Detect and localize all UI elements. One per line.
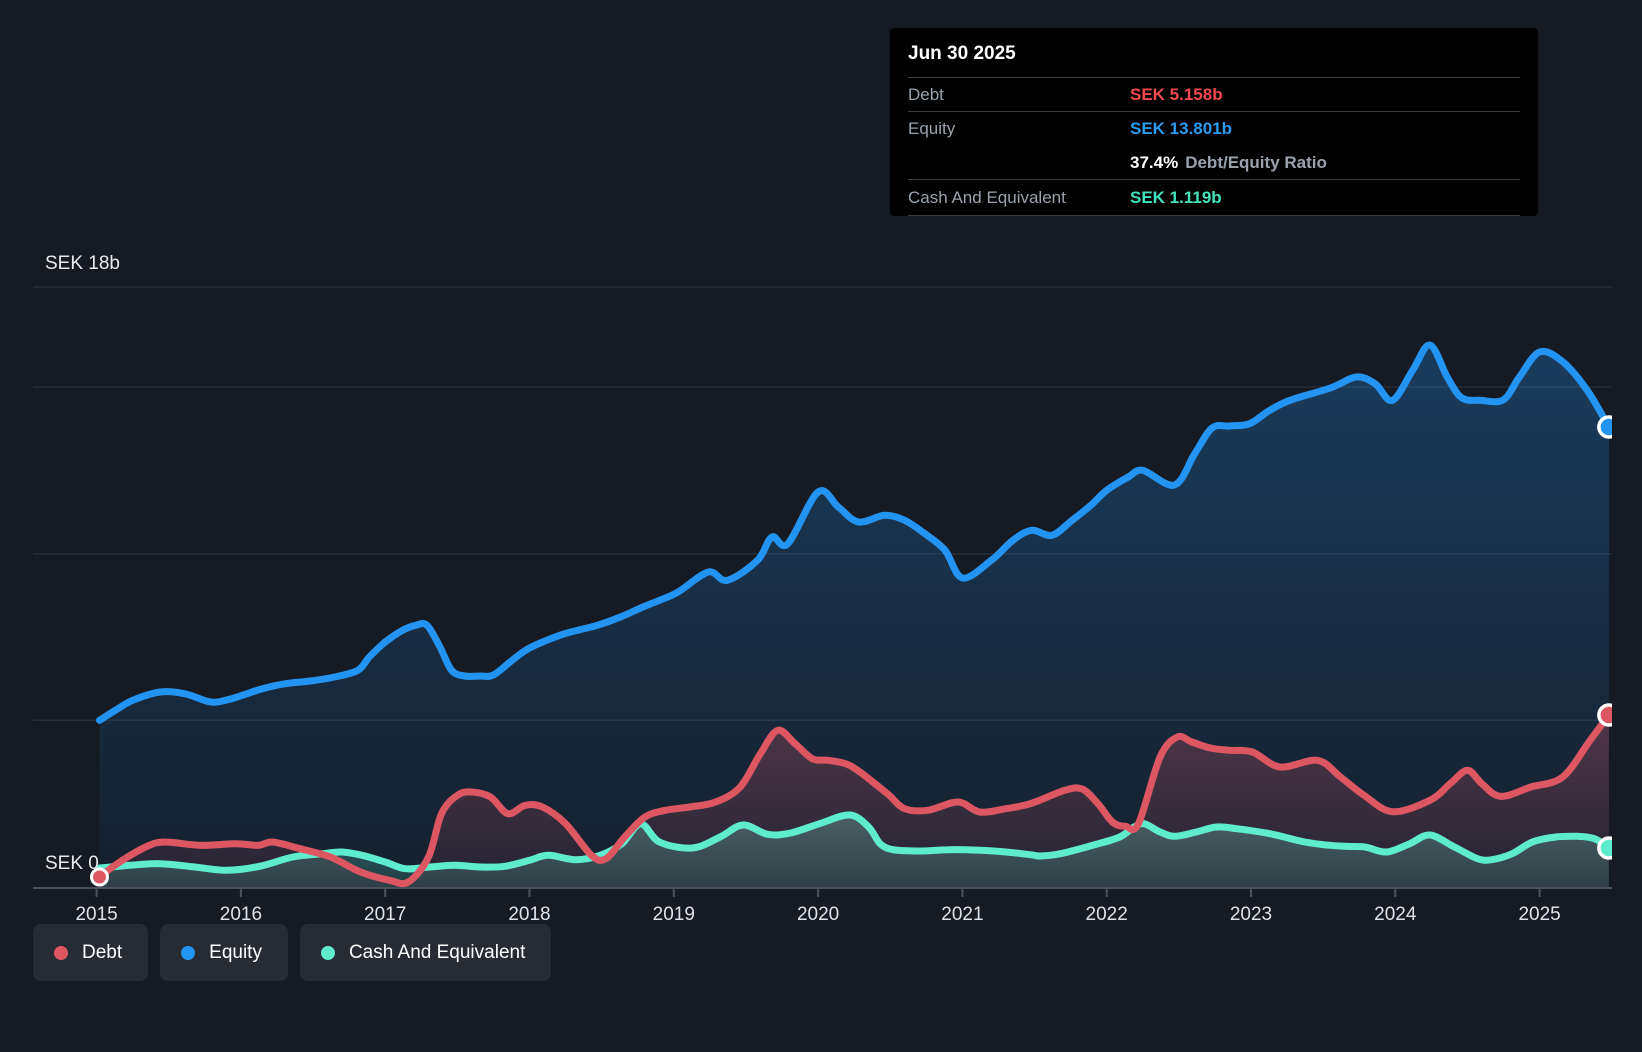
cash-end-marker bbox=[1597, 836, 1612, 860]
x-tick-label-2025: 2025 bbox=[1518, 904, 1560, 925]
tooltip-date: Jun 30 2025 bbox=[908, 28, 1520, 78]
x-tick-label-2020: 2020 bbox=[797, 904, 839, 925]
equity-line bbox=[96, 341, 1612, 724]
x-tick-label-2024: 2024 bbox=[1374, 904, 1417, 925]
equity-legend-dot bbox=[181, 945, 196, 960]
debt-end-marker bbox=[1597, 703, 1612, 727]
debt-legend-dot bbox=[54, 945, 68, 960]
debt-area bbox=[99, 715, 1609, 887]
x-tick-label-2018: 2018 bbox=[508, 904, 550, 925]
legend-item-equity[interactable]: Equity bbox=[160, 924, 288, 981]
y-label-zero: SEK 0 bbox=[45, 853, 99, 874]
tooltip-equity-label: Equity bbox=[908, 119, 956, 138]
x-tick-label-2022: 2022 bbox=[1086, 904, 1128, 925]
chart-hover-region[interactable] bbox=[33, 240, 1612, 887]
plot-series bbox=[89, 341, 1612, 888]
equity-end-marker bbox=[1597, 415, 1612, 439]
x-tick-label-2015: 2015 bbox=[75, 904, 117, 925]
x-axis: 2015 2016 2017 2018 2019 2020 2021 2022 2023 2024… bbox=[33, 887, 1612, 925]
x-tick-label-2016: 2016 bbox=[220, 904, 262, 925]
legend-label-cash: Cash And Equivalent bbox=[348, 941, 526, 963]
tooltip-row-debt: Debt SEK 5.158b bbox=[908, 78, 1520, 112]
tooltip-cash-value: SEK 1.119b bbox=[1130, 187, 1222, 207]
tooltip-ratio-label: Debt/Equity Ratio bbox=[1185, 152, 1327, 172]
chart-tooltip: Jun 30 2025 Debt SEK 5.158b Equity SEK 1… bbox=[890, 28, 1538, 216]
debt-line bbox=[96, 711, 1612, 888]
x-tick-label-2019: 2019 bbox=[653, 904, 695, 925]
debt-start-marker bbox=[89, 867, 109, 887]
tooltip-debt-label: Debt bbox=[908, 84, 944, 104]
legend-label-equity: Equity bbox=[209, 941, 262, 963]
cash-line bbox=[96, 811, 1612, 874]
legend-label-debt: Debt bbox=[82, 941, 123, 963]
legend-item-cash[interactable]: Cash And Equivalent bbox=[299, 924, 552, 981]
x-tick-label-2021: 2021 bbox=[941, 904, 983, 925]
y-label-top: SEK 18b bbox=[45, 253, 120, 274]
tooltip-ratio-value: 37.4% bbox=[1130, 152, 1179, 172]
tooltip-row-equity: Equity SEK 13.801b bbox=[908, 112, 1520, 146]
chart-legend: Debt Equity Cash And Equivalent bbox=[33, 924, 552, 981]
x-tick-label-2023: 2023 bbox=[1230, 904, 1272, 925]
tooltip-equity-value: SEK 13.801b bbox=[1130, 119, 1233, 138]
tooltip-row-ratio: 37.4% Debt/Equity Ratio bbox=[908, 146, 1520, 180]
y-axis-labels: SEK 18b SEK 0 bbox=[45, 253, 120, 874]
tooltip-row-cash: Cash And Equivalent SEK 1.119b bbox=[908, 180, 1520, 216]
tooltip-cash-label: Cash And Equivalent bbox=[908, 187, 1066, 207]
tooltip-debt-value: SEK 5.158b bbox=[1130, 84, 1223, 104]
cash-legend-dot bbox=[320, 945, 335, 960]
legend-item-debt[interactable]: Debt bbox=[33, 924, 149, 981]
x-tick-label-2017: 2017 bbox=[364, 904, 406, 925]
